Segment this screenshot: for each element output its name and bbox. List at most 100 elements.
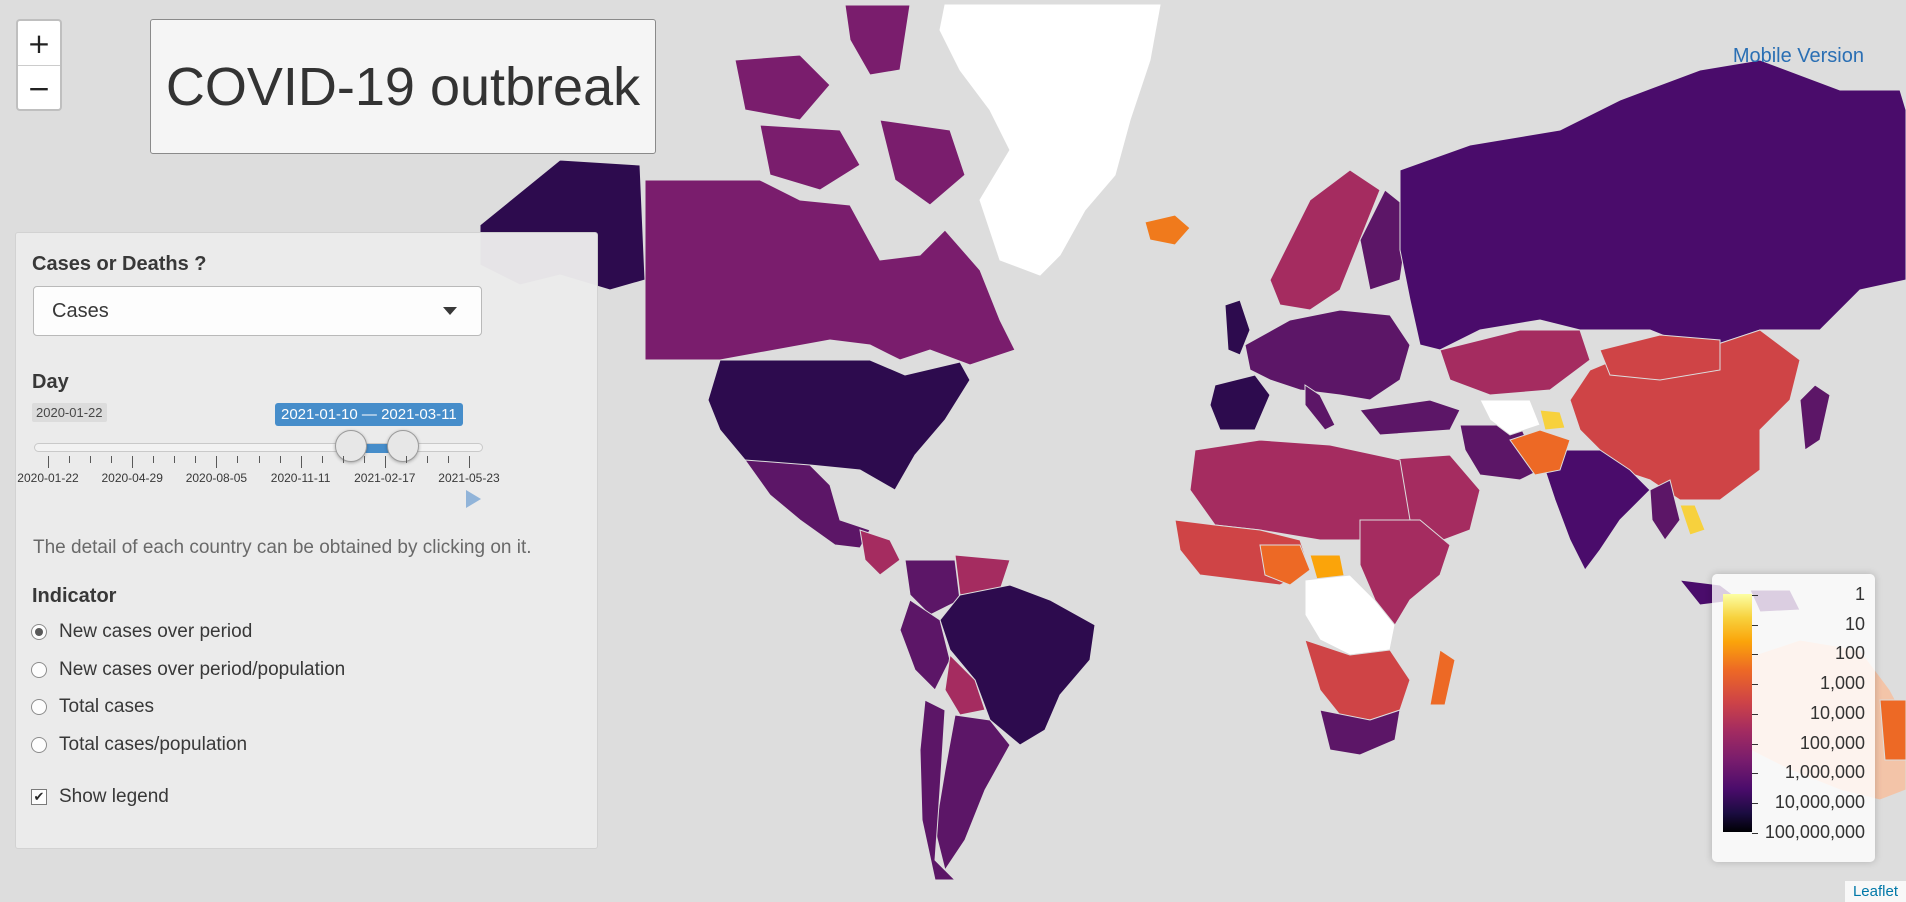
slider-tick — [426, 456, 428, 463]
slider-tick — [90, 456, 92, 463]
legend-label: 1 — [1854, 584, 1865, 604]
detail-hint: The detail of each country can be obtain… — [33, 537, 532, 558]
country-argentina — [934, 714, 1011, 872]
indicator-option-label: Total cases/population — [59, 734, 248, 755]
legend-color-scale — [1723, 594, 1752, 832]
play-icon[interactable] — [466, 490, 481, 508]
country-iceland — [1144, 214, 1191, 246]
legend-label: 10,000,000 — [1774, 791, 1865, 812]
country-australia-east — [1879, 699, 1906, 761]
country-usa — [707, 359, 971, 491]
indicator-option-label: New cases over period/population — [59, 659, 346, 680]
zoom-in-button[interactable]: + — [18, 21, 60, 66]
country-madagascar — [1429, 649, 1456, 706]
indicator-option-label: New cases over period — [59, 621, 253, 642]
slider-tick — [237, 456, 239, 463]
legend-tick — [1752, 802, 1758, 804]
slider-end-handle[interactable] — [387, 430, 419, 462]
slider-tick — [469, 456, 470, 468]
mobile-version-link[interactable]: Mobile Version — [1732, 45, 1864, 67]
slider-tick — [300, 456, 302, 468]
slider-tick — [69, 456, 71, 463]
slider-selected-range[interactable] — [352, 444, 402, 453]
country-bolivia — [944, 653, 986, 716]
country-chile — [919, 699, 957, 881]
country-italy — [1304, 384, 1336, 431]
slider-tick — [174, 456, 176, 463]
legend-label: 1,000,000 — [1784, 762, 1865, 783]
country-turkmenistan — [1479, 399, 1541, 436]
radio-button[interactable] — [31, 662, 47, 678]
legend-tick — [1752, 624, 1758, 626]
indicator-option-label: Total cases — [59, 696, 155, 717]
country-brazil — [939, 584, 1096, 746]
radio-button[interactable] — [31, 699, 47, 715]
country-europe — [1244, 309, 1411, 401]
measure-label: Cases or Deaths ? — [32, 253, 207, 275]
leaflet-attribution-link[interactable]: Leaflet — [1844, 881, 1906, 902]
slider-ticks — [34, 456, 483, 468]
country-mongolia — [1599, 334, 1721, 381]
slider-tick — [153, 456, 155, 463]
slider-tick-label: 2020-11-11 — [270, 471, 331, 485]
day-range-slider[interactable]: 2020-01-22 2021-01-10 — 2021-03-11 2020-… — [16, 403, 599, 513]
control-panel: Cases or Deaths ? Cases Day 2020-01-22 2… — [15, 232, 598, 849]
slider-tick — [447, 456, 449, 463]
country-laos — [1679, 504, 1706, 536]
slider-tick — [384, 456, 386, 468]
country-pakistan — [1509, 429, 1571, 476]
legend-tick — [1752, 832, 1758, 834]
country-south-africa — [1319, 709, 1401, 756]
slider-tick — [363, 456, 365, 463]
country-kazakhstan — [1439, 329, 1591, 396]
slider-min-label: 2020-01-22 — [32, 403, 107, 422]
country-turkey — [1359, 399, 1461, 436]
slider-tick — [132, 456, 134, 468]
measure-select-value: Cases — [52, 300, 109, 322]
legend-tick — [1752, 713, 1758, 715]
indicator-option-total-cases-population[interactable]: Total cases/population — [31, 734, 247, 756]
map-legend: 1 10 100 1,000 10,000 100,000 1,000,000 10,000,… — [1712, 574, 1875, 862]
show-legend-checkbox[interactable]: ✔ — [31, 789, 47, 805]
slider-tick — [279, 456, 281, 463]
radio-button[interactable] — [31, 737, 47, 753]
slider-start-handle[interactable] — [335, 430, 367, 462]
measure-select[interactable]: Cases — [33, 286, 482, 336]
country-spain — [1209, 374, 1271, 431]
slider-tick — [195, 456, 197, 463]
legend-tick — [1752, 684, 1758, 686]
slider-tick — [216, 456, 218, 468]
slider-tick — [48, 456, 49, 468]
legend-tick — [1752, 595, 1758, 596]
slider-tick-label: 2020-08-05 — [185, 471, 248, 485]
country-canada — [644, 179, 1016, 366]
country-greenland — [939, 4, 1161, 276]
page-title: COVID-19 outbreak — [150, 19, 656, 154]
legend-label: 100 — [1834, 643, 1865, 664]
day-label: Day — [32, 371, 69, 393]
indicator-option-total-cases[interactable]: Total cases — [31, 696, 154, 718]
indicator-option-new-cases[interactable]: New cases over period — [31, 621, 252, 643]
legend-label: 100,000,000 — [1764, 821, 1865, 842]
country-japan — [1799, 384, 1831, 451]
country-uk — [1224, 299, 1251, 356]
indicator-label: Indicator — [32, 585, 117, 607]
legend-label: 1,000 — [1819, 673, 1865, 694]
slider-tick — [405, 456, 407, 463]
slider-tick — [258, 456, 260, 463]
slider-tick-label: 2021-05-23 — [438, 471, 500, 485]
chevron-down-icon — [443, 307, 457, 315]
country-nigeria — [1259, 544, 1311, 586]
radio-button[interactable] — [31, 624, 47, 640]
indicator-option-new-cases-population[interactable]: New cases over period/population — [31, 659, 345, 681]
slider-range-label: 2021-01-10 — 2021-03-11 — [275, 403, 463, 426]
zoom-out-button[interactable]: − — [27, 71, 51, 105]
country-east-africa — [1359, 519, 1451, 626]
country-peru — [899, 599, 951, 691]
legend-tick — [1752, 773, 1758, 775]
legend-label: 10 — [1844, 613, 1865, 634]
legend-label: 10,000 — [1809, 702, 1865, 723]
country-central-america — [859, 529, 901, 576]
slider-track[interactable] — [34, 443, 483, 452]
show-legend-toggle[interactable]: ✔ Show legend — [31, 786, 169, 808]
